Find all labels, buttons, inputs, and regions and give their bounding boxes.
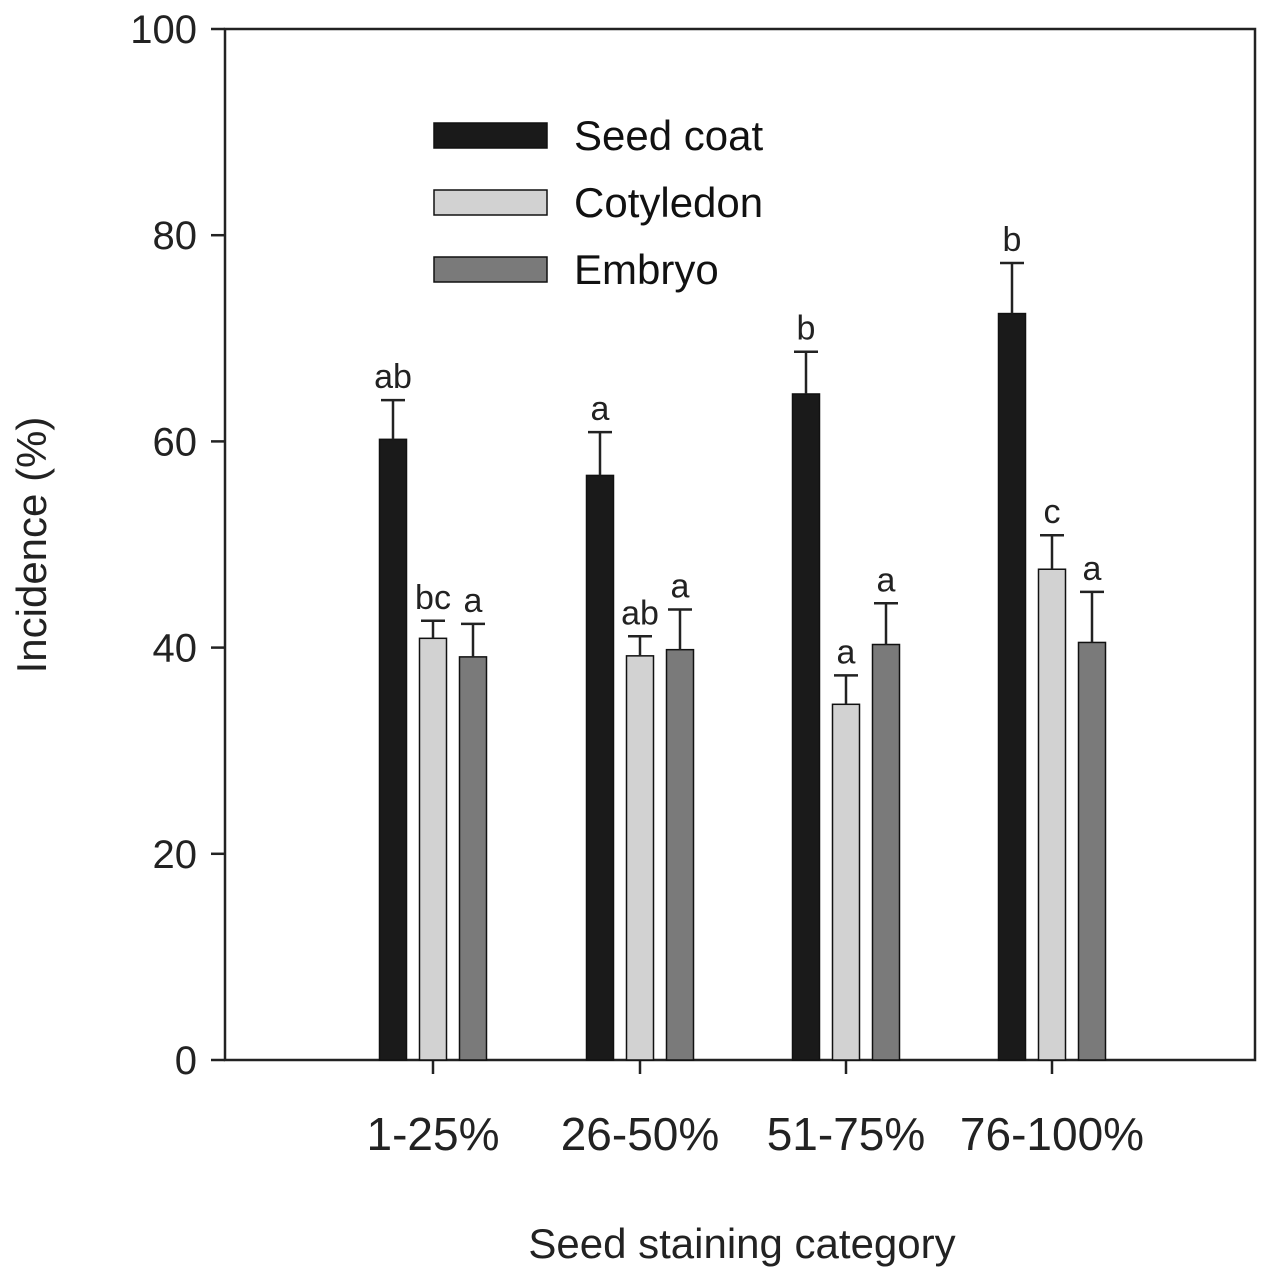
- legend-swatch-seed-coat: [433, 122, 548, 149]
- significance-label: a: [591, 390, 610, 428]
- significance-label: c: [1044, 493, 1061, 531]
- legend-swatch-cotyledon: [433, 189, 548, 216]
- bar-seed-coat: [791, 393, 821, 1061]
- y-tick-label: 0: [175, 1039, 197, 1083]
- y-tick-label: 40: [153, 627, 198, 671]
- y-axis-title: Incidence (%): [8, 417, 55, 674]
- legend-swatch-embryo: [433, 256, 548, 283]
- bar-seed-coat: [378, 438, 408, 1061]
- legend-label: Seed coat: [574, 112, 763, 159]
- x-tick-label: 76-100%: [960, 1108, 1144, 1160]
- bar-embryo: [665, 648, 695, 1061]
- y-tick-label: 60: [153, 420, 198, 464]
- plot-frame: [223, 27, 1257, 1062]
- bar-seed-coat: [585, 474, 615, 1061]
- bar-cotyledon: [625, 655, 655, 1061]
- bar-cotyledon: [418, 637, 448, 1061]
- significance-label: a: [877, 561, 896, 599]
- y-tick-label: 80: [153, 214, 198, 258]
- bar-embryo: [458, 656, 488, 1061]
- bar-embryo: [871, 643, 901, 1061]
- bar-cotyledon: [1037, 568, 1067, 1061]
- y-tick-label: 100: [130, 8, 197, 52]
- significance-label: b: [1003, 221, 1022, 259]
- y-axis: 0 20 40 60 80 100: [130, 8, 225, 1083]
- bar-seed-coat: [997, 312, 1027, 1061]
- x-axis-title: Seed staining category: [528, 1220, 955, 1267]
- significance-label: a: [671, 567, 690, 605]
- legend: Seed coat Cotyledon Embryo: [433, 112, 763, 293]
- bar-cotyledon: [831, 703, 861, 1061]
- x-tick-label: 26-50%: [561, 1108, 720, 1160]
- significance-label: a: [837, 633, 856, 671]
- significance-label: b: [797, 310, 816, 348]
- bar-embryo: [1077, 641, 1107, 1061]
- x-axis: 1-25% 26-50% 51-75% 76-100%: [367, 1060, 1144, 1160]
- legend-label: Embryo: [574, 246, 719, 293]
- significance-label: ab: [621, 594, 659, 632]
- y-tick-label: 20: [153, 833, 198, 877]
- legend-label: Cotyledon: [574, 179, 763, 226]
- significance-label: a: [1083, 550, 1102, 588]
- x-tick-label: 51-75%: [767, 1108, 926, 1160]
- x-tick-label: 1-25%: [367, 1108, 500, 1160]
- significance-label: bc: [415, 579, 451, 617]
- significance-label: a: [464, 582, 483, 620]
- significance-label: ab: [374, 358, 412, 396]
